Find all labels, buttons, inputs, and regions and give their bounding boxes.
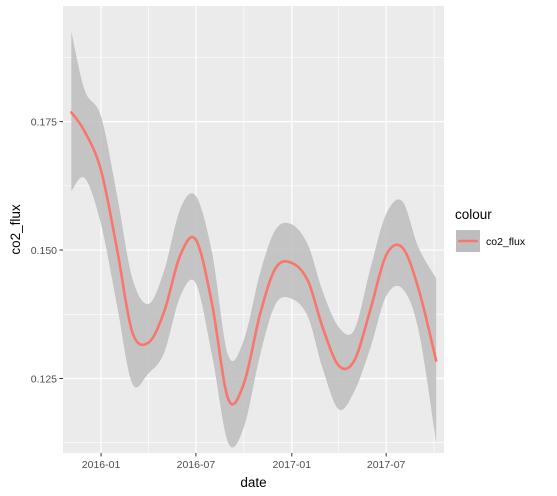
legend-title: colour	[455, 207, 492, 222]
x-tick-label: 2017-07	[367, 459, 406, 471]
confidence-band	[71, 31, 437, 448]
x-tick-label: 2016-07	[177, 459, 216, 471]
y-tick-label: 0.150	[31, 245, 57, 257]
x-axis-ticks: 2016-01 2016-07 2017-01 2017-07	[82, 453, 406, 471]
y-tick-label: 0.125	[31, 373, 57, 385]
x-tick-label: 2016-01	[82, 459, 121, 471]
y-axis-ticks: 0.125 0.150 0.175	[31, 116, 63, 385]
x-tick-label: 2017-01	[273, 459, 312, 471]
legend-label: co2_flux	[486, 236, 526, 248]
y-axis-title: co2_flux	[8, 204, 23, 255]
x-axis-title: date	[240, 475, 266, 490]
legend: colour co2_flux	[455, 207, 526, 252]
y-tick-label: 0.175	[31, 116, 57, 128]
series-line-co2-flux	[70, 111, 438, 406]
